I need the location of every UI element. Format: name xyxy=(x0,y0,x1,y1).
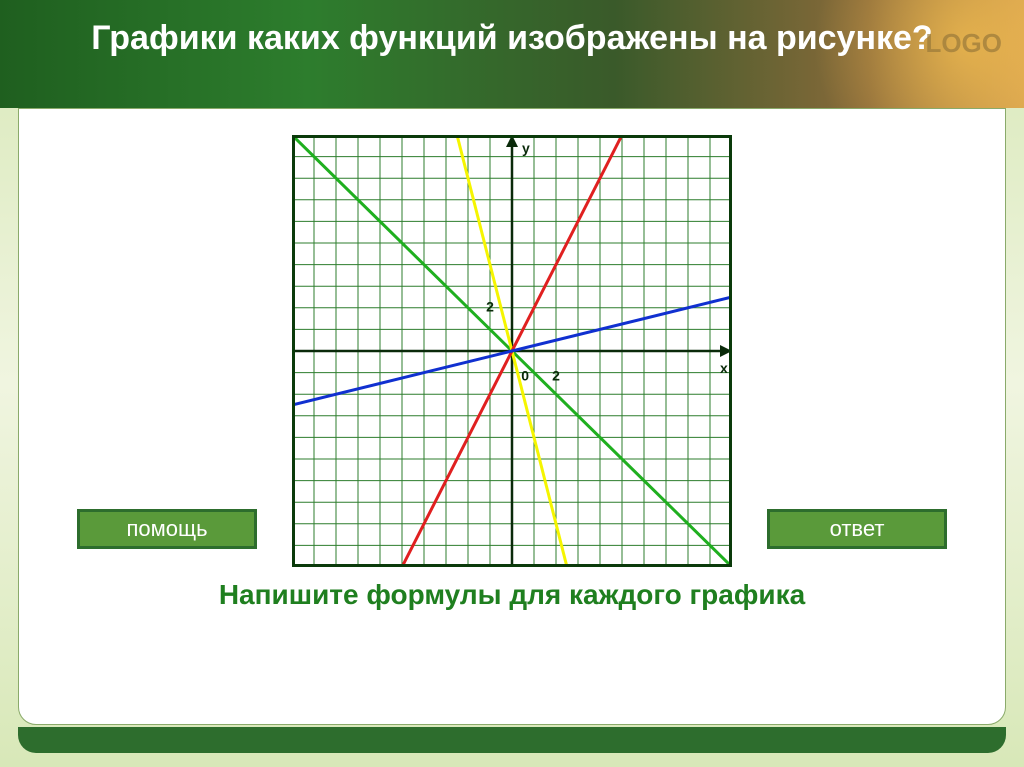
header-bar: Графики каких функций изображены на рису… xyxy=(0,0,1024,108)
help-button[interactable]: помощь xyxy=(77,509,257,549)
page-title: Графики каких функций изображены на рису… xyxy=(0,16,1024,60)
logo: LOGO xyxy=(925,28,1002,59)
answer-button[interactable]: ответ xyxy=(767,509,947,549)
svg-text:2: 2 xyxy=(486,299,494,315)
footer-bar xyxy=(18,727,1006,753)
svg-text:y: y xyxy=(522,140,530,156)
svg-text:x: x xyxy=(720,360,728,376)
svg-text:0: 0 xyxy=(521,368,529,384)
svg-text:2: 2 xyxy=(552,368,560,384)
instruction-text: Напишите формулы для каждого графика xyxy=(19,579,1005,611)
content-frame: x y 0 2 2 помощь ответ Напишите формулы для … xyxy=(18,108,1006,725)
chart-svg: x y 0 2 2 xyxy=(292,135,732,567)
function-chart: x y 0 2 2 xyxy=(292,135,732,567)
